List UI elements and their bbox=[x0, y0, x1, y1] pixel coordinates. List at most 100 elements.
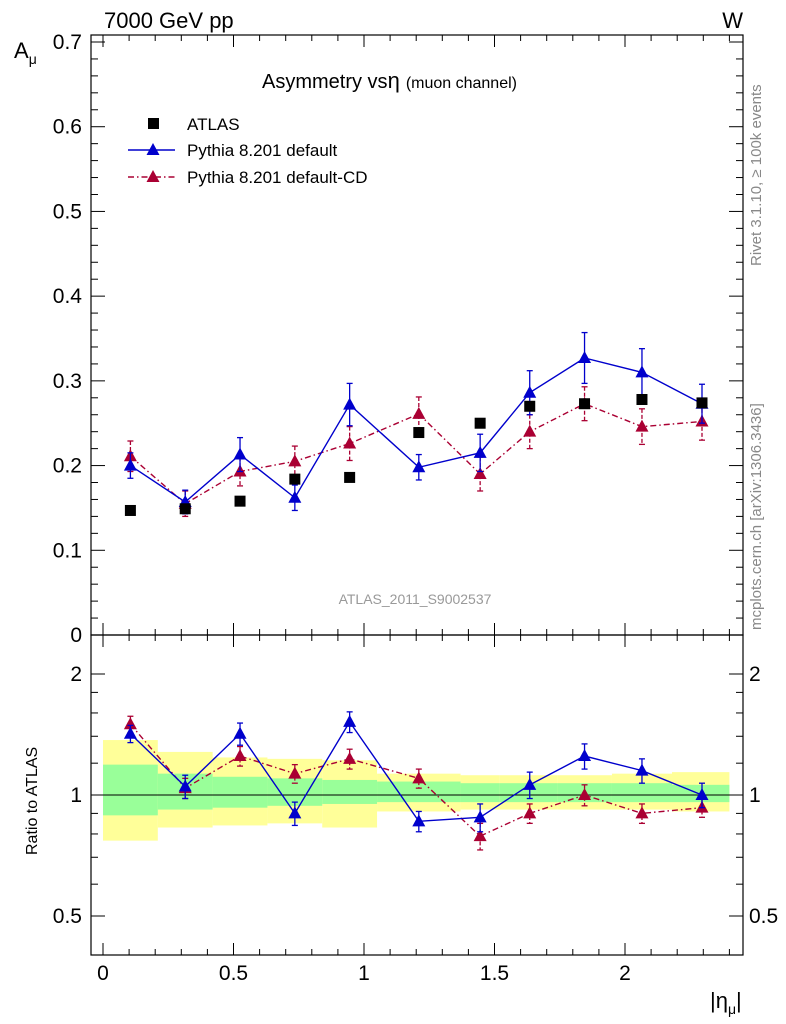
default-main-point bbox=[635, 365, 649, 378]
cd-ratio-point bbox=[343, 751, 357, 764]
default-main-point bbox=[523, 385, 537, 398]
cd-main-point bbox=[473, 467, 487, 480]
default-main-point bbox=[343, 397, 357, 410]
inner-band-segment bbox=[103, 764, 158, 816]
inner-band-segment bbox=[460, 783, 500, 803]
cd-ratio-point bbox=[473, 829, 487, 842]
default-ratio-point bbox=[178, 779, 192, 792]
main-data-layer bbox=[123, 331, 709, 518]
cd-ratio-point bbox=[233, 749, 247, 762]
atlas-point bbox=[234, 495, 246, 507]
legend-cd-marker bbox=[146, 170, 160, 182]
inner-band-segment bbox=[322, 779, 378, 804]
main-y-tick-label: 0.6 bbox=[53, 116, 82, 139]
cd-ratio-point bbox=[288, 766, 302, 779]
default-ratio-point bbox=[635, 763, 649, 776]
cd-ratio-point bbox=[412, 771, 426, 784]
main-y-tick-label: 0.3 bbox=[53, 370, 82, 393]
atlas-point bbox=[636, 393, 648, 405]
x-tick-label: 1.5 bbox=[480, 962, 509, 985]
ratio-y-tick-label-right: 2 bbox=[749, 663, 761, 686]
default-main-point bbox=[473, 445, 487, 458]
process-label: W bbox=[722, 8, 743, 33]
cd-ratio-point bbox=[635, 806, 649, 819]
default-ratio-point bbox=[412, 814, 426, 827]
rivet-version-label: Rivet 3.1.10, ≥ 100k events bbox=[748, 84, 765, 266]
cd-ratio-point bbox=[123, 717, 137, 730]
atlas-point bbox=[696, 397, 708, 409]
cd-ratio-point bbox=[523, 806, 537, 819]
main-y-tick-label: 0.4 bbox=[53, 285, 83, 308]
main-y-tick-label: 0.7 bbox=[53, 31, 82, 54]
main-y-axis-label-symbol: A bbox=[14, 38, 29, 63]
ratio-y-tick-label-right: 0.5 bbox=[749, 905, 778, 928]
legend-label: ATLAS bbox=[187, 115, 240, 134]
inner-band-segment bbox=[499, 783, 558, 803]
main-y-tick-label: 0.1 bbox=[53, 539, 82, 562]
x-axis-label: |ημ| bbox=[710, 988, 742, 1017]
default-ratio-point bbox=[523, 777, 537, 790]
cd-main-point bbox=[523, 424, 537, 437]
default-ratio-point bbox=[695, 788, 709, 800]
default-ratio-point bbox=[233, 726, 247, 739]
default-ratio-point bbox=[578, 749, 592, 762]
main-plot-title-text: Asymmetry vs bbox=[262, 71, 388, 93]
ratio-y-axis-label: Ratio to ATLAS bbox=[24, 747, 41, 855]
cd-ratio-point bbox=[578, 788, 592, 800]
x-tick-label: 0.5 bbox=[219, 962, 248, 985]
main-y-axis-label-subscript: μ bbox=[29, 51, 37, 67]
ratio-axis-ticks: 0 0.5 1 1.5 2 0.5 0.5 1 1 2 2 bbox=[53, 634, 778, 985]
default-ratio-point bbox=[343, 714, 357, 727]
ratio-y-tick-label: 1 bbox=[70, 784, 82, 807]
ratio-plot-panel: 0 0.5 1 1.5 2 0.5 0.5 1 1 2 2 Ratio to ATLAS |ημ| bbox=[24, 634, 778, 1017]
x-axis-label-symbol: |η bbox=[710, 988, 728, 1013]
legend-atlas-marker bbox=[148, 118, 159, 129]
atlas-point bbox=[289, 473, 301, 485]
atlas-point bbox=[124, 504, 136, 516]
x-axis-label-end: | bbox=[736, 988, 742, 1013]
default-main-point bbox=[233, 447, 247, 460]
main-plot-title-symbol: η bbox=[388, 68, 400, 93]
atlas-point bbox=[524, 400, 536, 412]
main-plot-panel: 0 0.1 0.2 0.3 0.4 0.5 0.6 0.7 Aμ Asymmetry vsη (… bbox=[14, 31, 744, 647]
analysis-watermark: ATLAS_2011_S9002537 bbox=[339, 591, 492, 607]
x-tick-label: 0 bbox=[97, 962, 109, 985]
default-main-point bbox=[578, 350, 592, 363]
cd-main-point bbox=[288, 454, 302, 467]
atlas-point bbox=[474, 417, 486, 429]
legend-label: Pythia 8.201 default-CD bbox=[187, 168, 368, 187]
main-plot-title-note: (muon channel) bbox=[406, 75, 517, 92]
main-plot-title: Asymmetry vsη (muon channel) bbox=[262, 68, 517, 93]
default-main-point bbox=[412, 460, 426, 473]
main-y-tick-label: 0.2 bbox=[53, 455, 82, 478]
atlas-point bbox=[179, 503, 191, 515]
atlas-point bbox=[579, 398, 591, 410]
x-tick-label: 2 bbox=[619, 962, 631, 985]
mcplots-reference-label: mcplots.cern.ch [arXiv:1306.3436] bbox=[748, 403, 765, 630]
main-y-tick-label: 0 bbox=[70, 624, 82, 647]
atlas-point bbox=[344, 471, 356, 483]
legend-default-marker bbox=[146, 143, 160, 155]
inner-band-segment bbox=[212, 776, 268, 808]
default-ratio-point bbox=[288, 806, 302, 819]
main-y-axis-label: Aμ bbox=[14, 38, 37, 67]
legend: ATLAS Pythia 8.201 default Pythia 8.201 de… bbox=[128, 115, 368, 187]
cd-main-point bbox=[343, 436, 357, 449]
default-main-point bbox=[123, 458, 137, 471]
inner-band-segment bbox=[611, 783, 672, 803]
ratio-y-tick-label-right: 1 bbox=[749, 784, 761, 807]
ratio-y-tick-label: 2 bbox=[70, 663, 82, 686]
ratio-y-tick-label: 0.5 bbox=[53, 905, 82, 928]
inner-band-segment bbox=[377, 781, 461, 803]
atlas-point bbox=[413, 427, 425, 439]
legend-label: Pythia 8.201 default bbox=[187, 141, 338, 160]
main-y-tick-label: 0.5 bbox=[53, 200, 82, 223]
x-axis-label-subscript: μ bbox=[728, 1001, 736, 1017]
default-ratio-point bbox=[123, 726, 137, 739]
cd-main-point bbox=[412, 406, 426, 419]
x-tick-label: 1 bbox=[358, 962, 370, 985]
ratio-data-layer bbox=[123, 711, 709, 851]
default-main-point bbox=[288, 490, 302, 503]
cd-main-point bbox=[635, 419, 649, 432]
